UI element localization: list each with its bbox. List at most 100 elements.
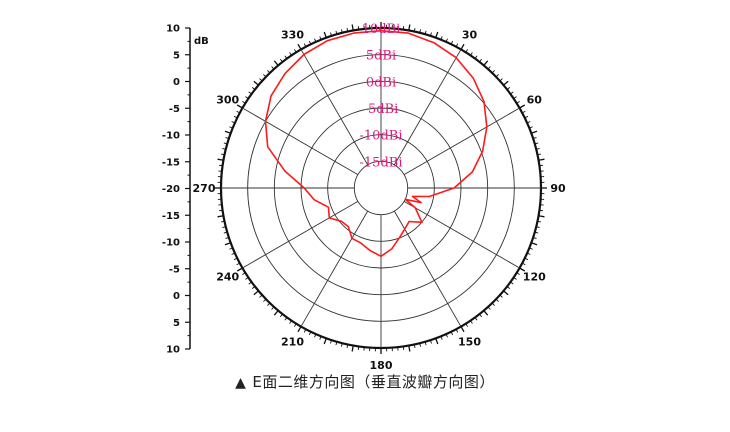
angle-tick (253, 290, 259, 296)
angle-tick (303, 43, 307, 47)
angle-label: 300 (216, 94, 239, 107)
angle-tick (330, 32, 332, 36)
ring-label: -5dBi (364, 102, 399, 117)
angle-tick (259, 78, 263, 82)
angle-tick (495, 298, 499, 302)
triangle-icon: ▲ (235, 375, 247, 391)
angle-tick (460, 326, 465, 333)
angle-tick (513, 96, 517, 99)
angle-tick (271, 66, 275, 70)
angle-tick (506, 86, 511, 90)
angle-tick (289, 320, 292, 324)
grid-spoke (300, 210, 369, 327)
angle-tick (499, 78, 503, 82)
angle-tick (231, 252, 236, 255)
angle-tick (231, 121, 236, 124)
angle-tick (529, 247, 533, 250)
angle-tick (251, 86, 256, 90)
ring-label: 0dBi (366, 75, 396, 90)
scale-tick-label: 10 (166, 24, 180, 35)
ring-label: 5dBi (366, 49, 396, 64)
scale-tick-label: 5 (173, 318, 180, 329)
angle-tick (526, 252, 531, 255)
grid-spoke (300, 49, 369, 166)
angle-tick (229, 247, 233, 250)
angle-tick (460, 43, 465, 50)
angle-tick (259, 294, 263, 298)
scale-tick-label: -5 (169, 264, 180, 275)
scale-tick-label: 0 (173, 77, 180, 88)
angle-tick (217, 158, 224, 161)
angle-tick (224, 242, 231, 246)
angle-tick (516, 272, 520, 276)
angle-tick (419, 29, 421, 33)
angle-tick (408, 24, 411, 31)
angle-tick (483, 310, 489, 316)
angle-tick (222, 226, 226, 228)
angle-tick (236, 110, 240, 114)
angle-tick (273, 310, 279, 316)
angle-tick (536, 148, 540, 150)
angle-tick (330, 340, 332, 344)
angle-tick (224, 130, 231, 134)
angle-tick (222, 148, 226, 150)
angle-tick (293, 323, 297, 327)
angle-tick (297, 43, 302, 50)
angle-tick (474, 317, 478, 321)
angle-tick (524, 257, 529, 261)
angle-tick (419, 343, 421, 347)
angle-tick (533, 137, 537, 139)
angle-tick (251, 286, 256, 290)
db-scale: dB 10 5 0 -5 -10 -15 -20 -15 -10 -5 0 5 10 (162, 24, 209, 356)
angle-label: 120 (523, 271, 546, 284)
angle-label: 30 (462, 29, 478, 42)
angle-tick (303, 329, 307, 333)
scale-tick-label: -15 (162, 157, 180, 168)
angle-tick (424, 341, 427, 346)
angle-tick (479, 313, 483, 318)
angle-tick (470, 320, 473, 324)
scale-tick-label: -10 (162, 238, 180, 249)
scale-unit-label: dB (194, 36, 209, 47)
angle-tick (284, 55, 288, 59)
angle-tick (465, 49, 469, 53)
angle-tick (413, 27, 416, 32)
angle-tick (435, 338, 439, 345)
angle-tick (220, 153, 225, 156)
scale-tick-label: -20 (162, 184, 180, 195)
angle-tick (491, 302, 495, 306)
angle-tick (267, 70, 271, 74)
angle-tick (233, 257, 238, 261)
angle-tick (346, 344, 349, 349)
ring-label: -10dBi (360, 129, 403, 144)
angle-tick (479, 58, 483, 63)
scale-tick-label: 0 (173, 291, 180, 302)
angle-tick (346, 27, 349, 32)
angle-tick (510, 91, 514, 95)
grid-spoke (393, 210, 462, 327)
pattern-series (264, 29, 488, 258)
scale-tick-label: -5 (169, 104, 180, 115)
angle-tick (499, 294, 503, 298)
angle-tick (319, 336, 322, 340)
angle-tick (455, 43, 459, 47)
ring-label: -15dBi (360, 155, 403, 170)
angle-tick (445, 333, 448, 338)
grid-spoke (242, 107, 359, 176)
angle-tick (503, 80, 509, 86)
angle-label: 60 (527, 94, 543, 107)
caption-text: E面二维方向图（垂直波瓣方向图） (252, 373, 495, 391)
scale-tick-label: 10 (166, 345, 180, 356)
angle-tick (351, 24, 354, 31)
angle-tick (308, 40, 312, 45)
angle-tick (236, 267, 243, 272)
angle-tick (351, 345, 354, 352)
angle-tick (470, 52, 473, 56)
angle-tick (323, 31, 327, 38)
angle-tick (297, 326, 302, 333)
grid-spoke (403, 107, 520, 176)
angle-tick (519, 267, 526, 272)
angle-tick (534, 231, 539, 234)
angle-label: 150 (458, 335, 481, 348)
angle-tick (526, 121, 531, 124)
